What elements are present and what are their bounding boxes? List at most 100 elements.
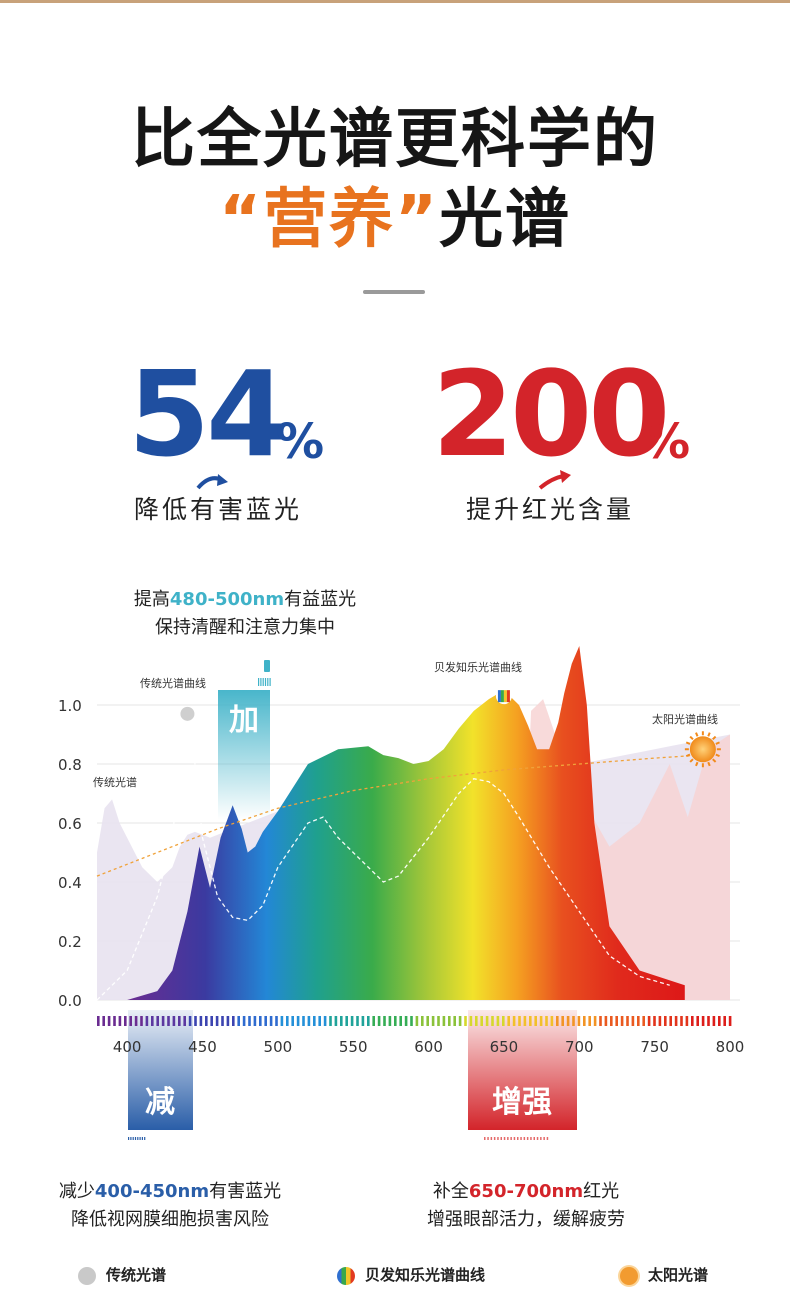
note-suffix: 红光 [583,1181,620,1202]
wavelength-tick [534,1016,537,1026]
series-label-traditional: 传统光谱 [93,775,137,789]
add-indicator-hatch [258,678,260,686]
y-tick-label: 1.0 [58,697,82,715]
wavelength-tick [701,1016,705,1026]
wavelength-tick [97,1016,100,1026]
wavelength-tick [329,1016,332,1026]
x-tick-label: 650 [490,1038,519,1056]
x-tick-label: 450 [188,1038,217,1056]
wavelength-tick [480,1016,483,1026]
series-area-beifa [127,646,685,1000]
traditional-peak-dot-icon [180,706,195,721]
legend-label: 太阳光谱 [648,1266,709,1284]
wavelength-tick [151,1016,154,1026]
headline-highlight: “营养” [218,183,440,257]
wavelength-tick [712,1016,716,1026]
wavelength-tick [340,1016,343,1026]
wavelength-tick [691,1016,694,1026]
wavelength-tick [572,1016,575,1026]
gray-dot-icon [78,1266,96,1285]
sun-ray [689,735,694,741]
wavelength-tick [302,1016,305,1026]
headline-rest: 光谱 [439,183,572,257]
boost-indicator-hatch [517,1137,519,1140]
wavelength-tick [377,1016,381,1026]
x-tick-label: 750 [640,1038,669,1056]
wavelength-tick [107,1016,111,1026]
wavelength-tick [259,1016,262,1026]
sun-core [689,736,716,763]
wavelength-tick [394,1016,397,1026]
wavelength-tick [610,1016,613,1026]
wavelength-tick [323,1016,327,1026]
legend-label: 传统光谱 [106,1266,167,1284]
add-band-label: 加 [229,703,259,738]
add-indicator-hatch [262,678,264,686]
headline-line-2: “营养”光谱 [0,168,790,260]
wavelength-tick [642,1016,645,1026]
reduce-indicator-hatch [137,1137,139,1140]
wavelength-tick [286,1016,289,1026]
stat-red-label: 提升红光含量 [466,495,635,524]
wavelength-tick [458,1016,462,1026]
reduce-indicator-hatch [130,1137,132,1140]
x-tick-label: 550 [339,1038,368,1056]
wavelength-tick [178,1016,181,1026]
series-label-traditional-curve: 传统光谱曲线 [140,676,206,690]
wavelength-tick [145,1016,149,1026]
wavelength-tick [723,1016,726,1026]
boost-indicator-hatch [507,1137,509,1140]
boost-indicator-hatch [526,1137,529,1140]
wavelength-tick [334,1016,338,1026]
y-tick-label: 0.2 [58,933,82,951]
series-line-traditional [96,719,670,1001]
wavelength-tick [685,1016,689,1026]
wavelength-tick [626,1016,629,1026]
wavelength-tick [539,1016,543,1026]
wavelength-tick [248,1016,251,1026]
boost-indicator-hatch [540,1137,542,1140]
sun-ray [712,735,717,741]
rainbow-dot-icon [495,688,512,705]
x-tick-label: 400 [113,1038,142,1056]
boost-indicator-hatch [520,1137,522,1140]
wavelength-tick [421,1016,424,1026]
wavelength-tick [264,1016,267,1026]
x-tick-label: 500 [264,1038,293,1056]
wavelength-tick [583,1016,586,1026]
note-prefix: 补全 [432,1181,469,1202]
wavelength-tick [172,1016,176,1026]
wavelength-tick [631,1016,635,1026]
sun-ray [685,753,691,758]
wavelength-tick [512,1016,516,1026]
boost-indicator-hatch [503,1137,506,1140]
add-indicator-hatch [267,678,269,686]
sun-ray [712,758,717,763]
wavelength-tick [647,1016,651,1026]
reduce-indicator-hatch [128,1137,130,1140]
boost-indicator-hatch [530,1137,532,1140]
wavelength-tick [134,1016,138,1026]
wavelength-tick [221,1016,224,1026]
y-tick-label: 0.0 [58,992,82,1010]
x-tick-label: 800 [716,1038,745,1056]
wavelength-tick [226,1016,230,1026]
wavelength-tick [156,1016,159,1026]
wavelength-tick [653,1016,656,1026]
wavelength-tick [269,1016,273,1026]
rainbow-dot-icon [337,1266,355,1285]
wavelength-tick [307,1016,311,1026]
wavelength-tick [318,1016,321,1026]
boost-indicator-hatch [536,1137,539,1140]
wavelength-tick [496,1016,500,1026]
add-band [218,690,270,820]
wavelength-tick [550,1016,554,1026]
note-harmful-blue: 减少400-450nm有害蓝光 降低视网膜细胞损害风险 [40,1178,300,1234]
wavelength-tick [674,1016,678,1026]
reduce-indicator-hatch [132,1137,134,1140]
note-harmful-blue-line2: 降低视网膜细胞损害风险 [71,1209,269,1230]
wavelength-tick [615,1016,618,1026]
headline-line-1: 比全光谱更科学的 [131,103,659,177]
wavelength-tick [469,1016,473,1026]
y-tick-label: 0.8 [58,756,82,774]
